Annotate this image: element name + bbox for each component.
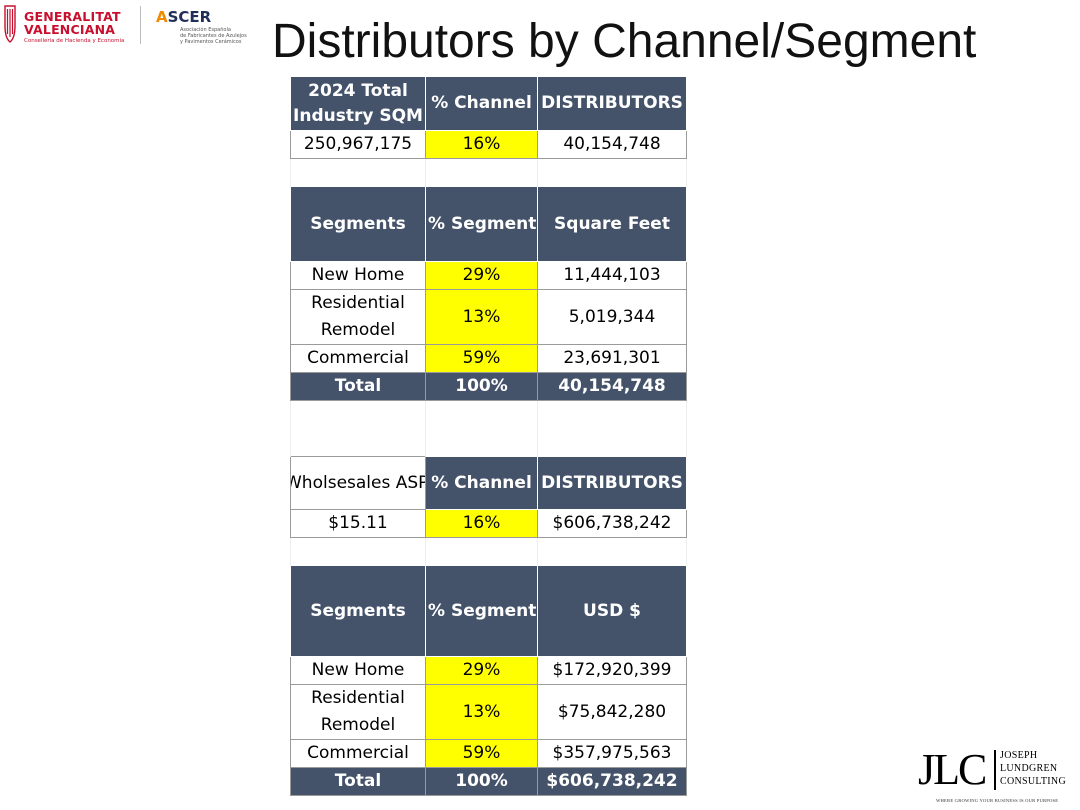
usd-total-row: Total 100% $606,738,242	[290, 767, 687, 796]
cell-segment-square-feet: 23,691,301	[537, 344, 687, 373]
cell-segment-percent: 13%	[425, 289, 538, 345]
ascer-subtitle-line2: de Fabricantes de Azulejos	[180, 33, 247, 39]
cell-segment-name: New Home	[290, 656, 426, 685]
cell-total-industry-sqm: 250,967,175	[290, 130, 426, 159]
table-row: Residential Remodel 13% $75,842,280	[290, 684, 687, 740]
sqft-segments-header-row: Segments % Segment Square Feet	[290, 186, 687, 262]
cell-segment-usd: $357,975,563	[537, 739, 687, 768]
cell-total-usd: $606,738,242	[537, 767, 687, 796]
cell-distributors-usd: $606,738,242	[537, 509, 687, 538]
header-percent-segment: % Segment	[425, 186, 538, 262]
spacer-cell	[425, 537, 538, 566]
spacer-row	[290, 158, 687, 187]
cell-segment-square-feet: 5,019,344	[537, 289, 687, 345]
sqm-summary-row: 250,967,175 16% 40,154,748	[290, 130, 687, 159]
generalitat-subtitle: Conselleria de Hacienda y Economia	[24, 38, 125, 44]
generalitat-logo: GENERALITAT VALENCIANA Conselleria de Ha…	[2, 4, 132, 48]
spacer-cell	[425, 158, 538, 187]
jlc-divider	[994, 750, 996, 790]
spacer-cell	[425, 400, 538, 429]
cell-segment-percent: 13%	[425, 684, 538, 740]
cell-segment-percent: 29%	[425, 656, 538, 685]
table-row: Residential Remodel 13% 5,019,344	[290, 289, 687, 345]
spacer-cell	[425, 428, 538, 457]
cell-segment-name: Commercial	[290, 739, 426, 768]
ascer-name: ASCER	[156, 8, 211, 26]
spacer-cell	[290, 428, 426, 457]
cell-segment-name: Residential Remodel	[290, 684, 426, 740]
table-row: New Home 29% 11,444,103	[290, 261, 687, 290]
spacer-cell	[537, 400, 687, 429]
cell-segment-percent: 59%	[425, 739, 538, 768]
header-square-feet: Square Feet	[537, 186, 687, 262]
sqft-total-row: Total 100% 40,154,748	[290, 372, 687, 401]
spacer-row	[290, 428, 687, 457]
spacer-cell	[537, 537, 687, 566]
header-total-industry-sqm: 2024 Total Industry SQM	[290, 76, 426, 131]
cell-segment-name: Commercial	[290, 344, 426, 373]
header-percent-channel: % Channel	[425, 76, 538, 131]
cell-segment-square-feet: 11,444,103	[537, 261, 687, 290]
spacer-row	[290, 537, 687, 566]
spacer-cell	[290, 537, 426, 566]
ascer-subtitle-line3: y Pavimentos Cerámicos	[180, 39, 242, 45]
spacer-cell	[537, 158, 687, 187]
table-row: New Home 29% $172,920,399	[290, 656, 687, 685]
generalitat-name-line2: VALENCIANA	[24, 22, 116, 37]
distributors-table: 2024 Total Industry SQM % Channel DISTRI…	[290, 76, 687, 796]
jlc-name-line1: JOSEPH	[1000, 750, 1038, 761]
table-row: Commercial 59% 23,691,301	[290, 344, 687, 373]
cell-segment-percent: 29%	[425, 261, 538, 290]
header-wholesales-asp: Wholsesales ASP	[290, 456, 426, 510]
usd-summary-row: $15.11 16% $606,738,242	[290, 509, 687, 538]
header-percent-channel: % Channel	[425, 456, 538, 510]
generalitat-name-line1: GENERALITAT	[24, 9, 121, 24]
cell-distributors-sqm: 40,154,748	[537, 130, 687, 159]
cell-segment-percent: 59%	[425, 344, 538, 373]
cell-segment-usd: $75,842,280	[537, 684, 687, 740]
jlc-name-line3: CONSULTING	[1000, 776, 1066, 787]
usd-summary-header-row: Wholsesales ASP % Channel DISTRIBUTORS	[290, 456, 687, 510]
header-usd: USD $	[537, 565, 687, 657]
jlc-name-line2: LUNDGREN	[1000, 763, 1058, 774]
cell-wholesales-asp: $15.11	[290, 509, 426, 538]
spacer-cell	[290, 158, 426, 187]
cell-percent-channel: 16%	[425, 509, 538, 538]
jlc-tagline: WHERE GROWING YOUR BUSINESS IS OUR PURPO…	[936, 798, 1059, 803]
usd-segments-header-row: Segments % Segment USD $	[290, 565, 687, 657]
cell-percent-channel: 16%	[425, 130, 538, 159]
cell-total-square-feet: 40,154,748	[537, 372, 687, 401]
header-distributors: DISTRIBUTORS	[537, 76, 687, 131]
spacer-cell	[537, 428, 687, 457]
header-percent-segment: % Segment	[425, 565, 538, 657]
cell-segment-usd: $172,920,399	[537, 656, 687, 685]
ascer-logo: ASCER Asociación Española de Fabricantes…	[156, 8, 256, 48]
logo-divider	[140, 6, 141, 44]
sqm-summary-header-row: 2024 Total Industry SQM % Channel DISTRI…	[290, 76, 687, 131]
jlc-logo: JLC JOSEPH LUNDGREN CONSULTING WHERE GRO…	[918, 744, 1078, 808]
table-row: Commercial 59% $357,975,563	[290, 739, 687, 768]
jlc-mark: JLC	[918, 745, 987, 794]
header-segments: Segments	[290, 186, 426, 262]
ascer-name-rest: SCER	[167, 8, 212, 26]
cell-total-label: Total	[290, 767, 426, 796]
cell-segment-name: Residential Remodel	[290, 289, 426, 345]
slide-title: Distributors by Channel/Segment	[272, 15, 977, 68]
ascer-name-a: A	[156, 8, 168, 26]
header-segments: Segments	[290, 565, 426, 657]
cell-segment-name: New Home	[290, 261, 426, 290]
spacer-cell	[290, 400, 426, 429]
cell-total-label: Total	[290, 372, 426, 401]
header-distributors: DISTRIBUTORS	[537, 456, 687, 510]
spacer-row	[290, 400, 687, 429]
cell-total-percent: 100%	[425, 767, 538, 796]
ascer-subtitle-line1: Asociación Española	[180, 27, 231, 33]
cell-total-percent: 100%	[425, 372, 538, 401]
generalitat-crest-icon	[4, 5, 16, 43]
